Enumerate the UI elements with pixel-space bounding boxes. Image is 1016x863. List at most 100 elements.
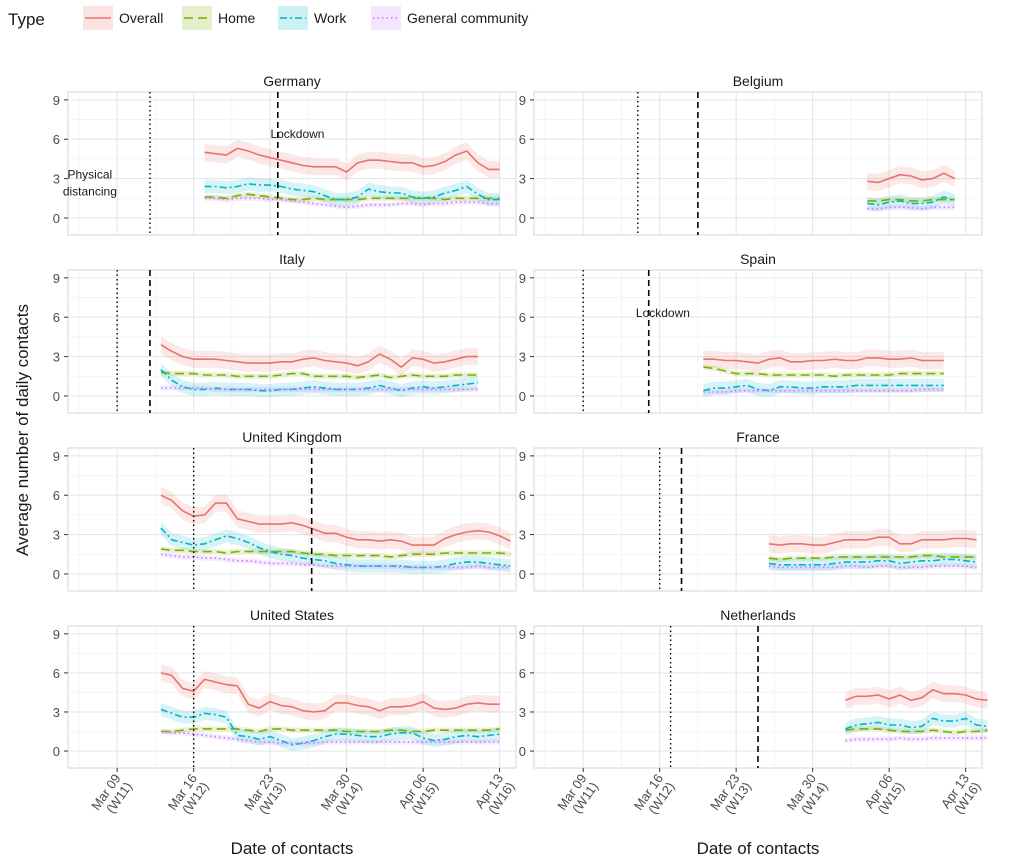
panel-title: Italy xyxy=(279,251,305,267)
ribbon-community xyxy=(204,195,500,211)
y-tick-label: 0 xyxy=(53,744,60,759)
legend-label: Overall xyxy=(119,10,163,26)
series-line-home xyxy=(768,554,977,561)
ribbon-community xyxy=(845,735,988,744)
y-axis-label: Average number of daily contacts xyxy=(13,304,32,556)
series-line-work xyxy=(768,558,977,566)
x-tick-label: Mar 09(W11) xyxy=(554,771,601,816)
series-line-home xyxy=(160,371,478,379)
legend-label: Work xyxy=(314,10,347,26)
y-tick-label: 0 xyxy=(519,567,526,582)
series-line-community xyxy=(768,565,977,569)
panel-title: United Kingdom xyxy=(242,429,342,445)
ribbon-overall xyxy=(204,139,500,181)
ribbon-work xyxy=(160,521,511,574)
y-tick-label: 9 xyxy=(519,449,526,464)
panel-united-kingdom: United Kingdom 0 3 6 9 xyxy=(53,429,517,592)
series-line-community xyxy=(867,206,955,210)
series-line-overall xyxy=(768,536,977,546)
series-line-overall xyxy=(160,344,478,369)
series-line-overall xyxy=(160,672,500,713)
panel-frame xyxy=(533,447,983,592)
ribbon-community xyxy=(160,728,500,746)
x-tick-label: Mar 30(W14) xyxy=(784,771,831,817)
legend-label: Home xyxy=(218,10,256,26)
y-tick-label: 3 xyxy=(53,705,60,720)
y-tick-label: 0 xyxy=(519,744,526,759)
series-line-home xyxy=(703,366,944,378)
panel-title: Germany xyxy=(263,73,321,89)
ribbon-community xyxy=(703,386,944,395)
x-tick-label: Mar 16(W12) xyxy=(631,771,678,817)
ribbon-work xyxy=(845,712,988,736)
series-line-home xyxy=(160,728,500,733)
ribbon-overall xyxy=(160,486,511,554)
ribbon-community xyxy=(160,551,511,570)
y-tick-label: 6 xyxy=(53,310,60,325)
y-tick-label: 3 xyxy=(519,528,526,543)
y-tick-label: 3 xyxy=(53,528,60,543)
panel-spain: Spain 0 3 6 9 Lockdown xyxy=(519,251,983,414)
y-tick-label: 6 xyxy=(519,666,526,681)
ribbon-overall xyxy=(845,681,988,709)
y-tick-label: 0 xyxy=(53,389,60,404)
x-tick-label: Apr 13(W16) xyxy=(938,771,984,817)
y-tick-label: 3 xyxy=(53,350,60,365)
series-line-overall xyxy=(160,494,511,546)
y-tick-label: 0 xyxy=(53,211,60,226)
panel-title: Netherlands xyxy=(720,607,796,623)
y-tick-label: 6 xyxy=(519,488,526,503)
legend-title: Type xyxy=(8,10,45,29)
y-tick-label: 6 xyxy=(519,310,526,325)
panel-title: Belgium xyxy=(733,73,784,89)
y-tick-label: 6 xyxy=(53,488,60,503)
ribbon-work xyxy=(768,553,977,572)
series-line-work xyxy=(845,717,988,730)
series-line-overall xyxy=(867,172,956,184)
ribbon-home xyxy=(160,546,511,560)
y-tick-label: 9 xyxy=(519,627,526,642)
series-line-work xyxy=(160,369,478,392)
y-tick-label: 3 xyxy=(519,350,526,365)
series-line-overall xyxy=(703,357,944,364)
ribbon-overall xyxy=(867,164,955,192)
x-tick-label: Mar 23(W13) xyxy=(707,771,754,817)
series-line-home xyxy=(204,193,500,201)
y-tick-label: 9 xyxy=(53,271,60,286)
y-tick-label: 9 xyxy=(53,449,60,464)
legend-label: General community xyxy=(407,10,528,26)
x-tick-label: Apr 06(W15) xyxy=(861,771,907,817)
ribbon-home xyxy=(703,364,944,379)
series-line-work xyxy=(160,527,511,569)
series-line-home xyxy=(160,548,511,558)
ribbon-community xyxy=(867,204,955,212)
y-tick-label: 0 xyxy=(519,211,526,226)
series-line-community xyxy=(160,553,511,569)
panel-germany: Germany 0 3 6 9 Lockdown Physical distancing xyxy=(53,73,517,236)
ribbon-home xyxy=(204,191,500,203)
y-tick-label: 9 xyxy=(519,271,526,286)
y-tick-label: 9 xyxy=(519,93,526,108)
x-tick-label: Apr 13(W16) xyxy=(472,771,518,817)
x-tick-label: Apr 06(W15) xyxy=(395,771,441,817)
panel-belgium: Belgium 0 3 6 9 xyxy=(519,73,983,236)
series-line-overall xyxy=(845,688,988,702)
annotation: Physical xyxy=(68,168,113,182)
y-tick-label: 6 xyxy=(53,132,60,147)
series-line-community xyxy=(845,737,988,742)
y-tick-label: 3 xyxy=(53,172,60,187)
ribbon-overall xyxy=(160,664,500,721)
y-tick-label: 9 xyxy=(53,93,60,108)
annotation: Lockdown xyxy=(270,127,324,141)
ribbon-work xyxy=(703,378,944,398)
y-tick-label: 0 xyxy=(519,389,526,404)
panel-france: France 0 3 6 9 xyxy=(519,429,983,592)
y-tick-label: 9 xyxy=(53,627,60,642)
x-tick-label: Mar 23(W13) xyxy=(241,771,288,817)
x-axis-label-left: Date of contacts xyxy=(231,839,354,858)
panel-title: Spain xyxy=(740,251,776,267)
y-tick-label: 6 xyxy=(53,666,60,681)
ribbon-overall xyxy=(768,528,977,554)
series-line-work xyxy=(703,384,944,392)
